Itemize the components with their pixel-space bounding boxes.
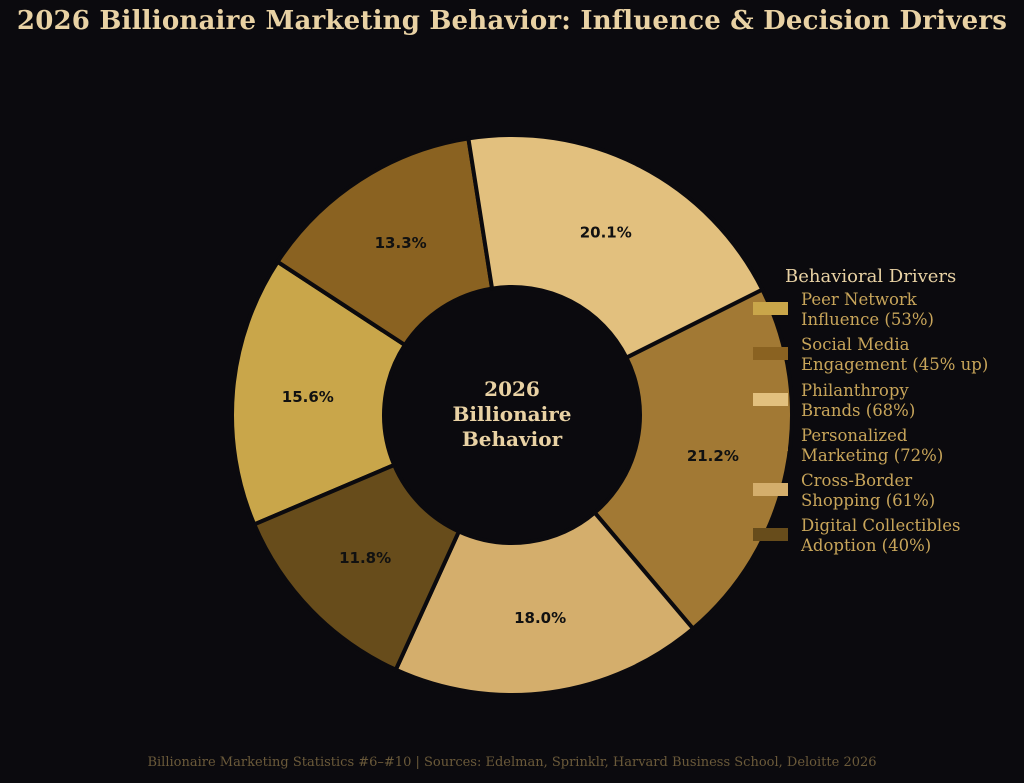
legend-entry-social-media: Social Media Engagement (45% up) [752, 335, 1012, 381]
legend-swatch [753, 528, 788, 542]
slice-value-label: 21.2% [687, 447, 739, 465]
center-label-line-2: Billionaire [452, 402, 572, 426]
legend-swatch [753, 437, 788, 451]
center-label-line-3: Behavior [461, 427, 563, 451]
donut-slice [252, 463, 461, 672]
donut-slice [592, 287, 794, 631]
legend-entry-cross-border: Cross-Border Shopping (61%) [752, 471, 1012, 517]
legend-label: Peer Network Influence (53%) [801, 290, 934, 329]
legend-swatch [753, 483, 788, 497]
donut-slice [393, 510, 696, 697]
slice-value-label: 20.1% [580, 224, 632, 242]
legend-swatch [753, 302, 788, 315]
slice-value-label: 11.8% [339, 549, 391, 567]
donut-slice [466, 133, 765, 360]
chart-title: 2026 Billionaire Marketing Behavior: Inf… [16, 6, 1008, 36]
footer-source-note: Billionaire Marketing Statistics #6–#10 … [147, 755, 877, 770]
legend-entry-philanthropy: Philanthropy Brands (68%) [752, 380, 1012, 427]
legend-label: Philanthropy Brands (68%) [801, 380, 916, 420]
legend-entry-peer-network: Peer Network Influence (53%) [752, 290, 1012, 336]
donut-slice [230, 259, 407, 527]
legend-entry-personalized: Personalized Marketing (72%) [752, 425, 1012, 472]
legend-swatch [753, 347, 788, 361]
center-label-line-1: 2026 [484, 377, 540, 401]
legend-label: Social Media Engagement (45% up) [801, 335, 989, 375]
legend-label: Digital Collectibles Adoption (40%) [801, 516, 961, 556]
legend-title: Behavioral Drivers [785, 266, 957, 287]
legend: Behavioral Drivers Peer Network Influenc… [752, 266, 1012, 563]
donut-slice [275, 136, 495, 347]
legend-swatch [753, 392, 788, 406]
legend-label: Personalized Marketing (72%) [801, 425, 944, 465]
slice-value-label: 18.0% [514, 609, 566, 627]
slice-value-label: 13.3% [375, 234, 427, 252]
legend-entry-digital-collectibles: Digital Collectibles Adoption (40%) [752, 516, 1012, 562]
legend-label: Cross-Border Shopping (61%) [801, 471, 936, 511]
slice-value-label: 15.6% [282, 388, 334, 406]
